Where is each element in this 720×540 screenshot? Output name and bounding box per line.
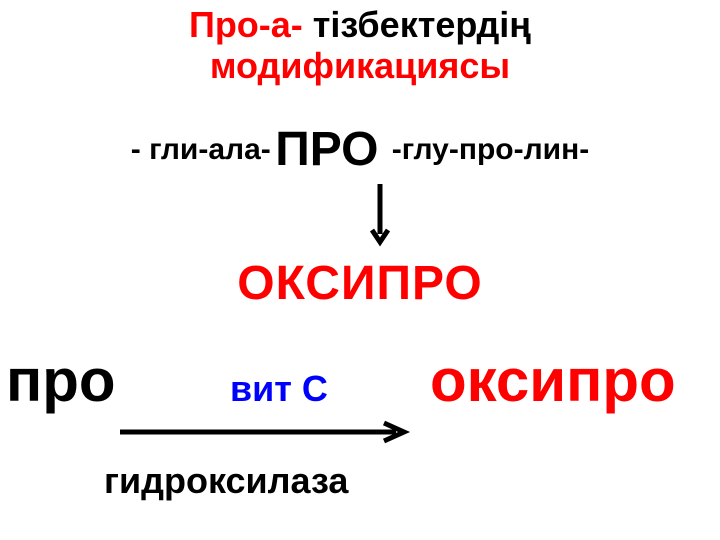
down-arrow-icon: [370, 184, 400, 254]
seq-left: - гли-ала-: [131, 133, 271, 166]
seq-right: -глу-про-лин-: [392, 133, 589, 166]
right-arrow-icon: [120, 420, 420, 450]
title-part3: модификациясы: [210, 45, 510, 86]
title-part1: Про-а-: [189, 4, 303, 45]
reaction-substrate: про: [6, 346, 116, 415]
diagram-title: Про-а- тізбектердің модификациясы: [0, 4, 720, 87]
reaction-enzyme: гидроксилаза: [104, 460, 348, 502]
sequence-line: - гли-ала- ПРО -глу-про-лин-: [0, 122, 720, 177]
reaction-catalyst: вит С: [230, 368, 328, 410]
product-caps: ОКСИПРО: [0, 256, 720, 311]
title-part2: тізбектердің: [303, 4, 531, 45]
seq-center: ПРО: [275, 123, 392, 176]
reaction-product: оксипро: [430, 346, 676, 415]
